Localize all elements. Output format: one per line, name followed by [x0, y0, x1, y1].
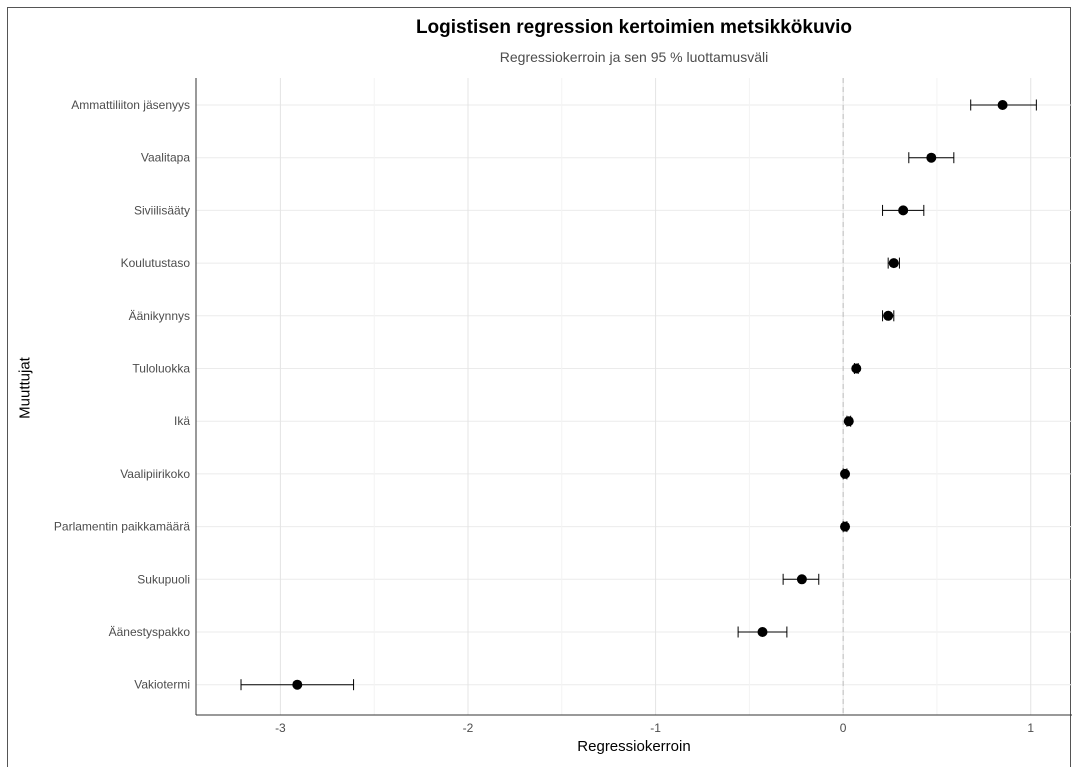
category-label: Parlamentin paikkamäärä: [54, 520, 190, 534]
x-tick-label: -3: [275, 721, 286, 735]
estimate-point: [757, 627, 768, 637]
estimate-point: [888, 258, 899, 269]
category-label: Ammattiliiton jäsenyys: [71, 98, 190, 112]
category-label: Vaalipiirikoko: [120, 467, 190, 481]
category-label: Tuloluokka: [132, 362, 190, 376]
category-label: Äänestyspakko: [109, 625, 191, 639]
estimate-point: [883, 310, 894, 321]
category-label: Äänikynnys: [129, 309, 190, 323]
estimate-point: [840, 468, 851, 479]
chart-frame: [7, 7, 1071, 767]
chart-title: Logistisen regression kertoimien metsikk…: [415, 17, 853, 38]
category-label: Sukupuoli: [137, 572, 190, 586]
estimate-point: [840, 521, 851, 532]
x-tick-label: -2: [463, 721, 474, 735]
x-tick-label: 1: [1027, 721, 1034, 735]
estimate-point: [851, 363, 862, 374]
x-tick-label: -1: [650, 721, 661, 735]
estimate-point: [796, 574, 807, 585]
estimate-point: [926, 152, 937, 163]
estimate-point: [292, 679, 303, 690]
estimate-point: [843, 416, 854, 427]
category-label: Koulutustaso: [121, 256, 191, 270]
chart-subtitle: Regressiokerroin ja sen 95 % luottamusvä…: [499, 49, 769, 65]
category-label: Ikä: [174, 414, 190, 428]
category-label: Vaalitapa: [141, 151, 190, 165]
category-label: Siviilisääty: [134, 203, 190, 217]
category-label: Vakiotermi: [134, 678, 190, 692]
estimate-point: [898, 205, 909, 216]
x-tick-label: 0: [840, 721, 847, 735]
estimate-point: [997, 100, 1008, 110]
x-axis-label: Regressiokerroin: [577, 738, 691, 755]
